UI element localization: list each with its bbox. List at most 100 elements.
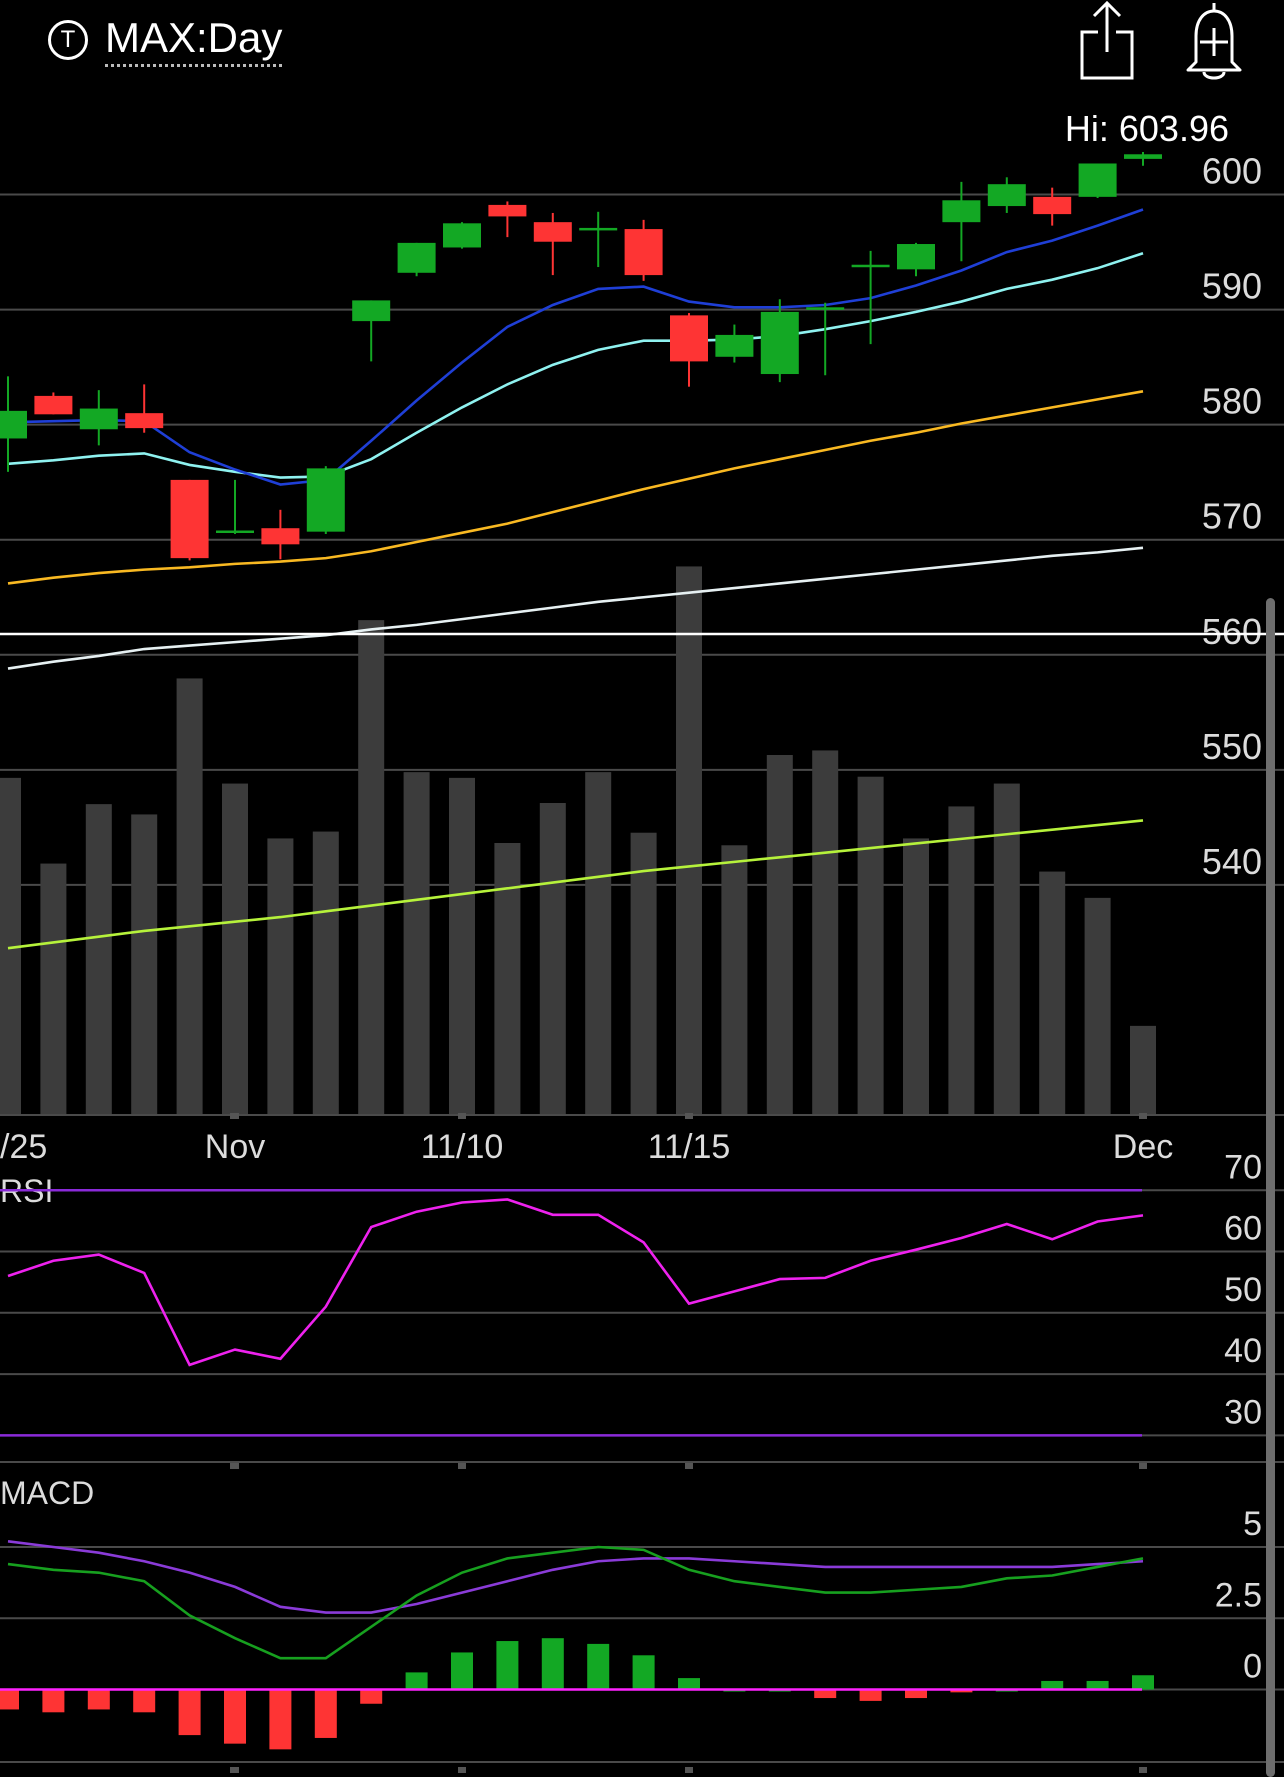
price-tick-label: 570 (1202, 496, 1262, 537)
x-axis-label: /25 (0, 1128, 47, 1166)
macd-histogram-bar (314, 1689, 337, 1738)
volume-bar (358, 620, 385, 1115)
volume-bar (721, 845, 748, 1115)
volume-bar (40, 863, 67, 1115)
candle-body (488, 204, 527, 217)
candle-body (306, 468, 345, 532)
macd-histogram-bar (133, 1689, 156, 1713)
share-icon[interactable] (1078, 0, 1136, 82)
volume-bar (812, 750, 839, 1115)
price-tick-label: 590 (1202, 266, 1262, 307)
symbol-type-icon[interactable]: T (48, 20, 88, 60)
price-tick-label: 600 (1202, 151, 1262, 192)
volume-bar (494, 843, 521, 1115)
volume-bar (0, 777, 21, 1115)
ma-orange-line (7, 390, 1144, 585)
candle-body (1124, 154, 1162, 159)
volume-bar (1039, 871, 1066, 1115)
x-tick-mark (231, 1767, 239, 1773)
candle-body (170, 479, 209, 559)
volume-bar (449, 777, 475, 1115)
candle-body (216, 530, 254, 534)
volume-bar (312, 831, 339, 1115)
rsi-tick-label: 50 (1224, 1271, 1262, 1309)
macd-label: MACD (0, 1475, 94, 1511)
x-tick-mark (1139, 1113, 1147, 1119)
macd-histogram-bar (405, 1672, 428, 1690)
candle-body (624, 229, 663, 276)
rsi-tick-label: 70 (1224, 1148, 1262, 1186)
candle-body (34, 395, 73, 415)
candle-body (670, 315, 708, 362)
scrollbar[interactable] (1266, 598, 1275, 1777)
rsi-tick-label: 40 (1224, 1332, 1262, 1370)
candle-body (987, 184, 1026, 207)
rsi-tick-label: 60 (1224, 1210, 1262, 1248)
x-axis-label: 11/10 (421, 1128, 504, 1166)
volume-bar (630, 832, 657, 1115)
ma-lime-line (7, 819, 1144, 950)
alert-add-icon[interactable] (1182, 0, 1246, 82)
macd-histogram-bar (0, 1689, 19, 1710)
volume-bar (85, 804, 112, 1115)
candle-body (1078, 163, 1117, 197)
volume-bar (948, 806, 975, 1115)
candle-body (851, 264, 890, 268)
volume-bar (539, 803, 566, 1115)
macd-histogram-bar (178, 1689, 201, 1736)
candle-body (397, 242, 436, 273)
x-tick-mark (231, 1113, 239, 1119)
macd-signal-line (7, 1540, 1144, 1614)
macd-histogram-bar (42, 1689, 65, 1713)
volume-bar (267, 838, 294, 1115)
macd-tick-label: 2.5 (1215, 1576, 1262, 1614)
x-tick-mark (685, 1463, 693, 1469)
macd-tick-label: 5 (1243, 1505, 1262, 1543)
ma-white-line (7, 546, 1144, 670)
macd-histogram-bar (496, 1641, 519, 1690)
volume-bar (993, 783, 1020, 1115)
macd-histogram-bar (541, 1638, 564, 1690)
ma-blue-line (7, 208, 1144, 486)
high-price-label: Hi: 603.96 (1064, 108, 1229, 149)
macd-histogram-bar (1041, 1680, 1064, 1690)
candle-body (79, 408, 118, 430)
candle-body (760, 311, 799, 375)
candle-body (352, 300, 391, 322)
price-tick-label: 580 (1202, 381, 1262, 422)
macd-histogram-bar (1086, 1680, 1109, 1690)
price-tick-label: 560 (1202, 611, 1262, 652)
volume-bar (1084, 897, 1111, 1115)
candle-body (715, 334, 754, 357)
macd-line (7, 1545, 1144, 1660)
macd-histogram-bar (950, 1689, 973, 1693)
macd-histogram-bar (451, 1652, 473, 1690)
x-tick-mark (685, 1113, 693, 1119)
x-tick-mark (458, 1113, 466, 1119)
rsi-tick-label: 30 (1224, 1393, 1262, 1431)
volume-bar (903, 838, 929, 1115)
volume-bar (403, 772, 430, 1115)
macd-histogram-bar (859, 1689, 882, 1701)
price-tick-label: 540 (1202, 841, 1262, 882)
macd-histogram-bar (87, 1689, 110, 1710)
volume-bar (585, 772, 612, 1115)
symbol-title[interactable]: MAX:Day (105, 14, 283, 67)
macd-histogram-bar (269, 1689, 292, 1750)
x-tick-mark (1139, 1767, 1147, 1773)
volume-bar (766, 755, 793, 1115)
macd-histogram-bar (1132, 1675, 1154, 1690)
top-bar: T MAX:Day (0, 0, 1284, 90)
candle-body (0, 410, 27, 439)
price-tick-label: 550 (1202, 726, 1262, 767)
candle-body (579, 227, 618, 231)
volume-bar (176, 678, 203, 1115)
x-tick-mark (685, 1767, 693, 1773)
macd-histogram-bar (905, 1689, 927, 1699)
candle-body (806, 307, 845, 310)
macd-histogram-bar (814, 1689, 837, 1699)
candle-body (942, 200, 981, 223)
macd-tick-label: 0 (1243, 1648, 1262, 1686)
volume-bar (676, 566, 702, 1115)
